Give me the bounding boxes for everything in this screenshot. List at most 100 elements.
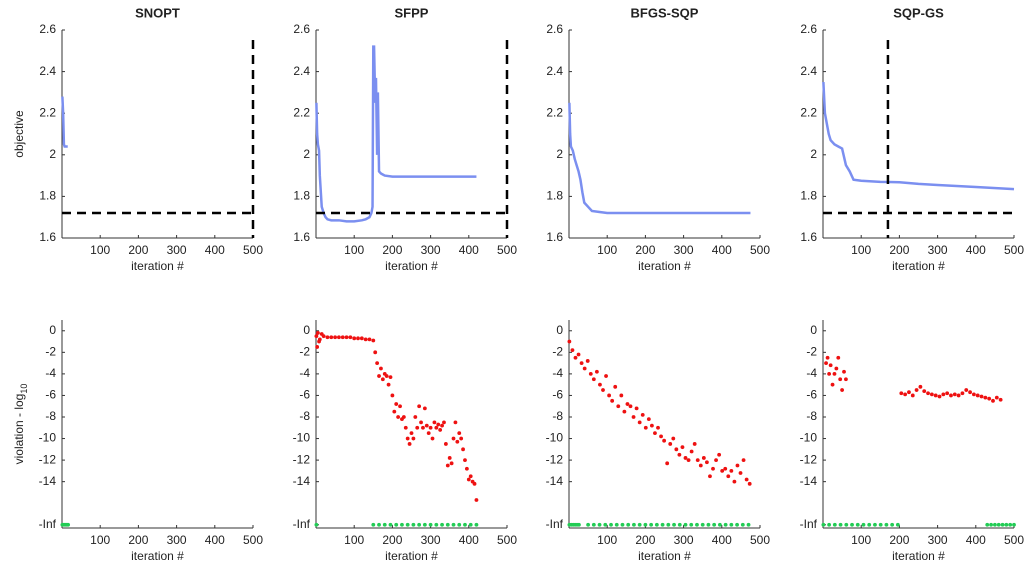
violation-point (926, 391, 930, 396)
violation-point (579, 361, 584, 366)
violation-point (993, 522, 997, 527)
y-tick-label: 1.8 (800, 189, 817, 203)
violation-point (314, 522, 319, 527)
violation-point (712, 522, 717, 527)
violation-point (838, 377, 843, 382)
violation-point (726, 474, 731, 479)
violation-point (459, 436, 464, 441)
violation-point (325, 335, 330, 340)
violation-point (695, 522, 699, 527)
violation-point (1008, 522, 1013, 527)
violation-point (832, 371, 837, 376)
violation-point (616, 404, 621, 409)
x-tick-label: 500 (1004, 243, 1024, 257)
violation-point (711, 466, 715, 471)
violation-point (598, 382, 602, 387)
violation-point (609, 522, 613, 527)
x-tick-label: 300 (928, 243, 948, 257)
violation-point (666, 522, 671, 527)
violation-point (746, 522, 751, 527)
violation-point (844, 522, 849, 527)
violation-point (344, 335, 349, 340)
violation-point (662, 438, 667, 443)
objective-line (822, 81, 1015, 191)
x-tick-label: 300 (421, 243, 441, 257)
violation-point (582, 366, 587, 371)
violation-point (314, 334, 319, 339)
x-tick-label: 200 (382, 243, 402, 257)
violation-point (991, 398, 995, 403)
x-tick-label: 400 (459, 243, 479, 257)
violation-point (723, 522, 728, 527)
y-tick-label: -8 (806, 409, 817, 423)
violation-point (405, 436, 410, 441)
violation-point (735, 522, 739, 527)
x-tick-label: 300 (421, 533, 441, 547)
violation-point (952, 392, 957, 397)
violation-point (740, 522, 745, 527)
violation-point (407, 442, 412, 446)
violation-point (356, 336, 360, 341)
violation-point (597, 522, 602, 527)
violation-point (421, 425, 425, 430)
violation-point (698, 463, 703, 468)
y-tick-label: -8 (552, 409, 563, 423)
objective-line (315, 45, 477, 223)
violation-point (405, 522, 410, 527)
violation-point (964, 388, 969, 392)
violation-point (457, 431, 462, 436)
violation-point (409, 431, 414, 436)
violation-point (643, 522, 648, 527)
violation-point (573, 355, 578, 360)
y-tick-label: -10 (39, 431, 57, 445)
violation-point (403, 425, 408, 430)
violation-point (732, 479, 737, 484)
y-tick-label: -Inf (293, 517, 311, 531)
y-tick-label: -12 (39, 452, 57, 466)
x-axis-label: iteration # (638, 549, 691, 563)
violation-point (333, 335, 337, 340)
x-axis-label: iteration # (385, 259, 438, 273)
y-tick-label: 1.8 (39, 189, 56, 203)
x-axis-label: iteration # (892, 259, 945, 273)
violation-point (570, 348, 575, 353)
violation-point (922, 389, 927, 394)
violation-point (918, 384, 923, 389)
violation-point (386, 382, 391, 387)
violation-point (827, 371, 832, 376)
y-tick-label: 2.2 (39, 105, 56, 119)
violation-point (729, 468, 734, 473)
violation-point (680, 445, 685, 450)
y-tick-label: 2.4 (546, 64, 563, 78)
violation-point (899, 391, 904, 396)
violation-point (689, 522, 694, 527)
y-tick-label: 2.2 (293, 105, 310, 119)
y-tick-label: 2.6 (293, 22, 310, 36)
violation-point (949, 393, 953, 398)
violation-point (683, 456, 688, 460)
y-axis-label-subscript: 10 (19, 384, 29, 394)
y-tick-label: -2 (45, 345, 56, 359)
x-axis-label: iteration # (385, 549, 438, 563)
y-tick-label: -12 (293, 452, 311, 466)
panel-title: SFPP (395, 5, 429, 20)
objective-line (61, 96, 68, 148)
violation-point (377, 374, 381, 378)
violation-point (824, 361, 828, 366)
violation-point (937, 394, 942, 399)
violation-point (367, 337, 372, 342)
y-tick-label: -14 (39, 474, 57, 488)
violation-point (654, 522, 659, 527)
violation-point (836, 355, 841, 360)
violation-point (449, 461, 454, 466)
y-tick-label: 1.6 (39, 230, 56, 244)
violation-point (352, 336, 357, 341)
violation-point (390, 393, 395, 398)
violation-point (637, 420, 642, 425)
x-axis-label: iteration # (131, 549, 184, 563)
violation-point (998, 397, 1003, 402)
violation-point (438, 428, 443, 432)
violation-point (646, 417, 651, 422)
violation-point (968, 390, 972, 395)
objective-line (568, 102, 751, 215)
